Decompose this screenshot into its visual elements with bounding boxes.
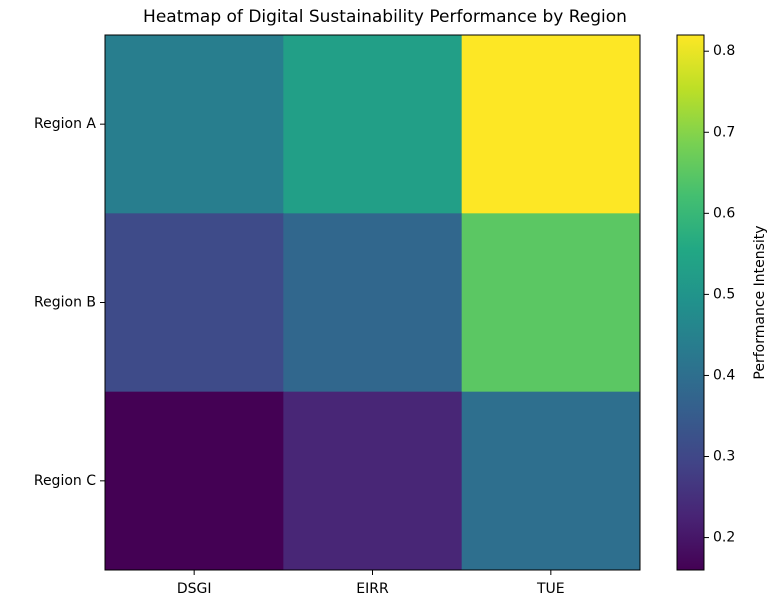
x-tick-label: DSGI	[177, 581, 212, 597]
heatmap-cell	[461, 391, 641, 571]
heatmap-cell	[461, 213, 641, 393]
y-tick-label: Region C	[34, 473, 96, 489]
heatmap-cell	[105, 213, 284, 393]
colorbar-tick-label: 0.2	[713, 530, 735, 546]
colorbar-label: Performance Intensity	[752, 225, 768, 379]
x-tick-label: EIRR	[356, 581, 389, 597]
heatmap-cell	[105, 35, 284, 214]
colorbar	[676, 34, 705, 571]
heatmap-cell	[461, 35, 641, 214]
colorbar-tick-label: 0.3	[713, 449, 735, 465]
heatmap-cell	[283, 391, 463, 571]
y-tick-label: Region A	[34, 116, 96, 132]
chart-title: Heatmap of Digital Sustainability Perfor…	[143, 7, 627, 27]
heatmap-cell	[283, 35, 463, 214]
colorbar-tick-label: 0.4	[713, 367, 735, 383]
heatmap-cell	[105, 391, 284, 571]
colorbar-tick-label: 0.5	[713, 286, 735, 302]
x-tick-label: TUE	[536, 581, 565, 597]
heatmap-cell	[283, 213, 463, 393]
colorbar-tick-label: 0.8	[713, 43, 735, 59]
colorbar-tick-label: 0.7	[713, 124, 735, 140]
y-tick-label: Region B	[34, 295, 96, 311]
colorbar-tick-label: 0.6	[713, 205, 735, 221]
